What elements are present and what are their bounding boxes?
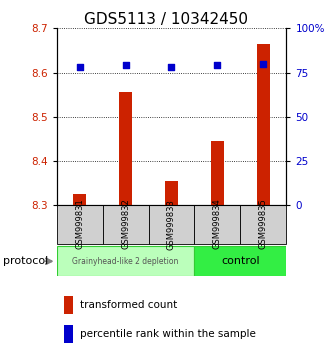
Text: GSM999834: GSM999834	[213, 199, 222, 250]
Text: control: control	[221, 256, 260, 266]
Text: GSM999832: GSM999832	[121, 199, 130, 250]
Text: protocol: protocol	[3, 256, 49, 266]
Point	[123, 63, 128, 68]
Point	[215, 63, 220, 68]
Bar	[119, 92, 133, 205]
Bar	[64, 325, 73, 343]
Bar	[194, 205, 240, 244]
Bar	[194, 246, 286, 276]
Bar	[256, 44, 270, 205]
Bar	[57, 246, 194, 276]
Bar	[73, 194, 87, 205]
Bar	[165, 181, 178, 205]
Text: GSM999831: GSM999831	[75, 199, 84, 250]
Point	[169, 64, 174, 70]
Text: GSM999833: GSM999833	[167, 199, 176, 250]
Bar	[57, 205, 103, 244]
Text: Grainyhead-like 2 depletion: Grainyhead-like 2 depletion	[72, 257, 179, 266]
Point	[77, 64, 82, 70]
Text: percentile rank within the sample: percentile rank within the sample	[80, 329, 255, 339]
Point	[261, 61, 266, 67]
Bar	[103, 205, 149, 244]
Bar	[149, 205, 194, 244]
Text: GSM999835: GSM999835	[259, 199, 268, 250]
Text: GDS5113 / 10342450: GDS5113 / 10342450	[85, 12, 248, 27]
Bar	[240, 205, 286, 244]
Bar	[210, 141, 224, 205]
Bar	[64, 296, 73, 314]
Text: transformed count: transformed count	[80, 299, 177, 310]
